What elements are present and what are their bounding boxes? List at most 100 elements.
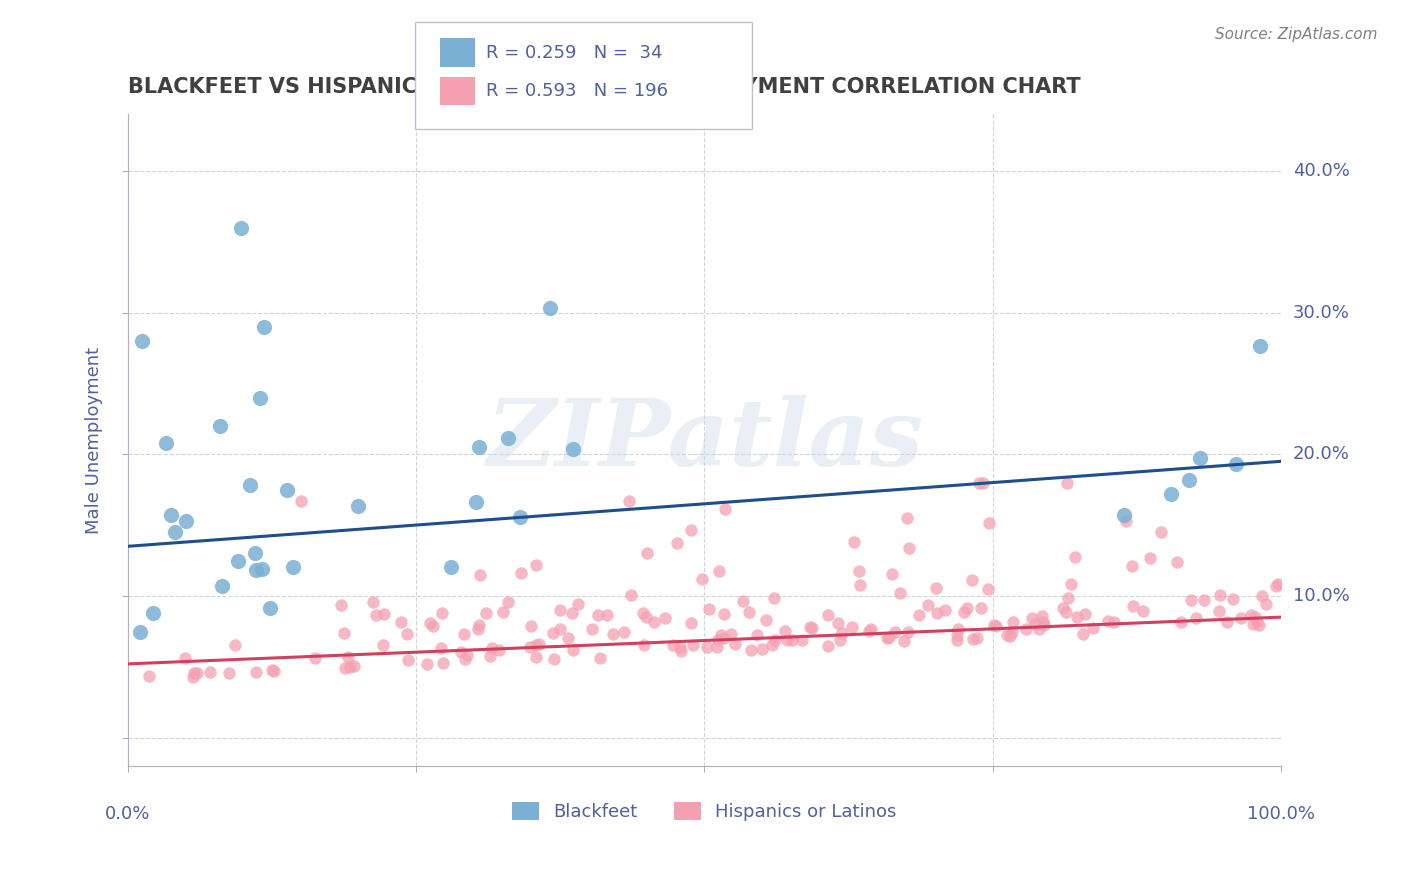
Point <box>224 638 246 652</box>
Point <box>496 431 519 445</box>
Point <box>908 608 931 623</box>
Point <box>1160 486 1182 500</box>
Point <box>1021 611 1043 625</box>
Point <box>211 579 233 593</box>
Point <box>373 607 395 622</box>
Point <box>250 562 273 576</box>
Point <box>1189 450 1212 465</box>
Point <box>1033 618 1056 632</box>
Point <box>946 628 969 642</box>
Point <box>679 616 702 631</box>
Point <box>260 663 283 677</box>
Point <box>416 657 439 671</box>
Point <box>681 523 703 537</box>
Point <box>519 640 541 655</box>
Point <box>1001 615 1024 629</box>
Point <box>1001 625 1024 640</box>
Point <box>1216 615 1239 630</box>
Point <box>561 643 583 657</box>
Point <box>198 665 221 680</box>
Point <box>738 605 761 619</box>
Point <box>481 640 503 655</box>
Point <box>1225 457 1247 471</box>
Point <box>1102 615 1125 629</box>
Point <box>208 418 231 433</box>
Point <box>440 560 463 574</box>
Point <box>953 606 976 620</box>
Point <box>707 564 730 578</box>
Point <box>253 319 276 334</box>
Point <box>174 514 197 528</box>
Point <box>453 627 475 641</box>
Point <box>799 620 821 634</box>
Point <box>979 516 1001 530</box>
Point <box>984 618 1007 632</box>
Point <box>633 606 655 620</box>
Point <box>343 659 366 673</box>
Point <box>817 639 839 653</box>
Point <box>333 661 356 675</box>
Point <box>128 625 150 640</box>
Point <box>643 615 665 630</box>
Point <box>956 601 979 615</box>
Point <box>396 653 419 667</box>
Point <box>763 591 786 606</box>
Point <box>1139 551 1161 566</box>
Point <box>371 638 394 652</box>
Y-axis label: Male Unemployment: Male Unemployment <box>86 346 103 533</box>
Point <box>1015 622 1038 636</box>
Text: R = 0.593   N = 196: R = 0.593 N = 196 <box>486 82 668 100</box>
Point <box>259 600 281 615</box>
Point <box>561 607 583 621</box>
Point <box>475 607 498 621</box>
Point <box>883 624 905 639</box>
Point <box>339 660 361 674</box>
Point <box>1057 591 1080 605</box>
Point <box>800 621 823 635</box>
Point <box>720 626 742 640</box>
Point <box>479 649 502 664</box>
Point <box>1066 609 1088 624</box>
Point <box>669 640 692 655</box>
Point <box>983 618 1005 632</box>
Point <box>1083 621 1105 635</box>
Point <box>962 632 984 647</box>
Point <box>972 475 994 490</box>
Point <box>1239 607 1261 622</box>
Text: 40.0%: 40.0% <box>1292 162 1350 180</box>
Point <box>962 574 984 588</box>
Point <box>1060 577 1083 591</box>
Point <box>858 624 880 639</box>
Point <box>1071 627 1094 641</box>
Point <box>131 334 153 348</box>
Point <box>138 669 160 683</box>
Point <box>1254 597 1277 611</box>
Point <box>422 619 444 633</box>
Point <box>740 643 762 657</box>
Point <box>1122 599 1144 614</box>
Point <box>924 581 946 595</box>
Point <box>333 625 356 640</box>
Point <box>751 642 773 657</box>
Point <box>817 607 839 622</box>
Point <box>710 627 733 641</box>
Point <box>1054 605 1077 619</box>
Point <box>1028 622 1050 636</box>
Point <box>527 637 550 651</box>
Point <box>524 649 547 664</box>
Point <box>849 578 872 592</box>
Point <box>1178 473 1201 487</box>
Point <box>492 605 515 619</box>
Point <box>561 442 583 457</box>
Point <box>1241 616 1264 631</box>
Point <box>860 623 883 637</box>
Point <box>432 606 454 620</box>
Point <box>1121 559 1143 574</box>
Point <box>456 648 478 662</box>
Text: BLACKFEET VS HISPANIC OR LATINO MALE UNEMPLOYMENT CORRELATION CHART: BLACKFEET VS HISPANIC OR LATINO MALE UNE… <box>128 78 1080 97</box>
Point <box>464 495 486 509</box>
Point <box>245 563 267 577</box>
Point <box>699 601 721 615</box>
Point <box>619 494 641 508</box>
Point <box>733 594 755 608</box>
